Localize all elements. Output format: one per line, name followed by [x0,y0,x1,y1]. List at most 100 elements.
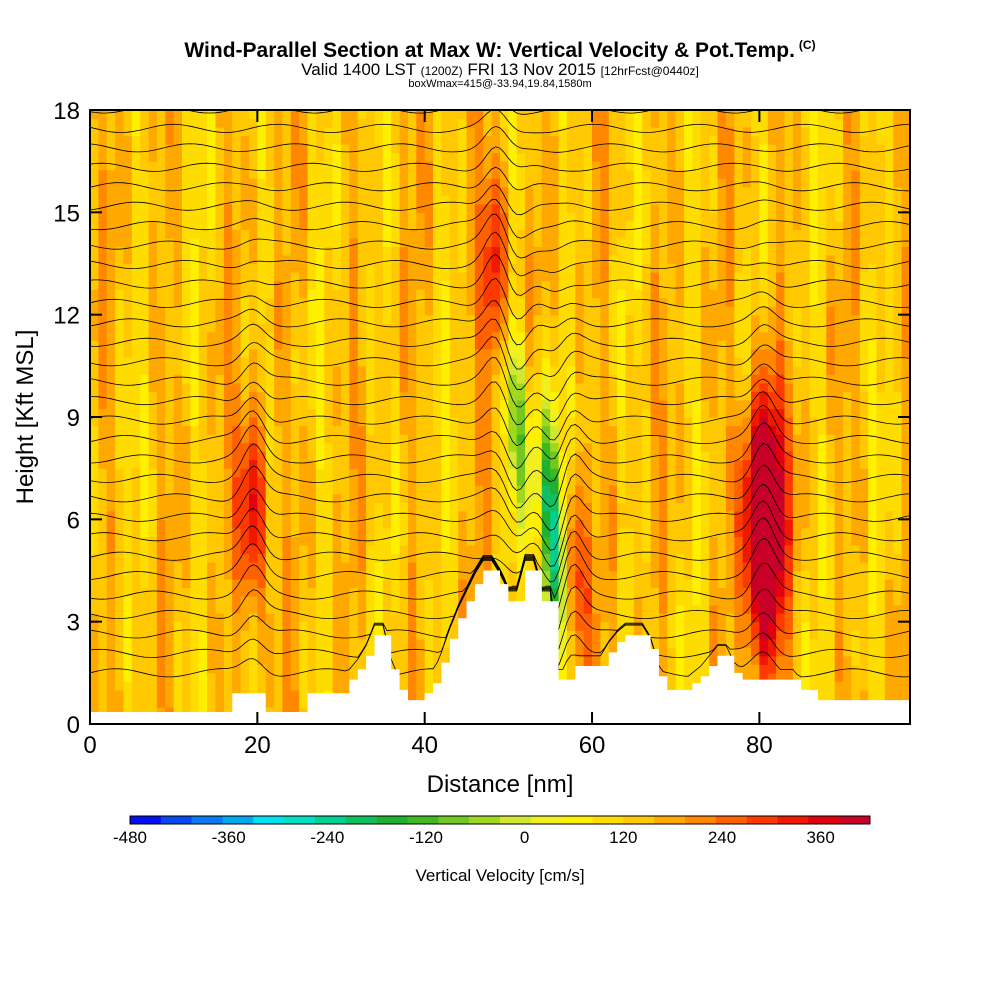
w-cell [274,672,284,682]
w-cell [173,485,183,495]
w-cell [299,544,309,554]
w-cell [274,272,284,282]
w-cell [215,331,225,341]
w-cell [131,220,141,230]
w-cell [131,647,141,657]
w-cell [257,186,267,196]
w-cell [491,127,501,137]
w-cell [399,621,409,631]
w-cell [148,604,158,614]
w-cell [491,348,501,358]
w-cell [207,434,217,444]
w-cell [659,664,668,674]
w-cell [424,510,434,520]
w-cell [156,476,166,486]
w-cell [240,169,250,179]
w-cell [215,374,225,384]
w-cell [583,493,593,503]
w-cell [341,382,350,392]
w-cell [659,195,668,205]
w-cell [625,246,635,256]
w-cell [458,579,468,589]
w-cell [98,280,108,290]
w-cell [249,459,258,469]
w-cell [441,289,451,299]
w-cell [592,655,601,665]
w-cell [357,553,367,563]
w-cell [458,417,468,427]
w-cell [391,289,401,299]
w-cell [483,237,493,247]
w-cell [550,502,560,512]
w-cell [416,391,426,401]
w-cell [282,485,292,495]
w-cell [90,621,99,631]
w-cell [416,340,426,350]
w-cell [633,579,643,589]
w-cell [399,630,409,640]
w-cell [341,220,350,230]
w-cell [525,425,535,435]
w-cell [165,587,175,597]
w-cell [424,579,434,589]
w-cell [633,144,643,154]
w-cell [357,630,367,640]
w-cell [500,451,509,461]
w-cell [566,664,576,674]
w-cell [541,382,551,392]
w-cell [190,579,200,589]
w-cell [399,442,409,452]
w-cell [466,280,476,290]
w-cell [232,399,242,409]
w-cell [449,417,459,427]
w-cell [500,220,509,230]
w-cell [466,493,476,503]
w-cell [198,144,208,154]
w-cell [575,519,585,529]
w-cell [516,289,526,299]
w-cell [257,323,267,333]
w-cell [508,212,518,222]
w-cell [633,587,643,597]
w-cell [416,161,426,171]
w-cell [550,587,560,597]
w-cell [357,664,367,674]
w-cell [148,647,158,657]
w-cell [265,681,275,691]
w-cell [466,314,476,324]
w-cell [525,476,535,486]
w-cell [592,613,601,623]
w-cell [98,340,108,350]
w-cell [575,127,585,137]
w-cell [232,152,242,162]
w-cell [424,417,434,427]
w-cell [341,681,350,691]
w-cell [123,186,133,196]
w-cell [165,553,175,563]
w-cell [550,408,560,418]
w-cell [173,263,183,273]
w-cell [650,468,660,478]
w-cell [240,203,250,213]
w-cell [332,442,342,452]
w-cell [98,579,108,589]
w-cell [449,195,459,205]
w-cell [366,280,376,290]
w-cell [324,255,334,265]
w-cell [541,203,551,213]
w-cell [182,502,191,512]
w-cell [458,340,468,350]
w-cell [98,689,108,699]
w-cell [215,408,225,418]
w-cell [156,297,166,307]
w-cell [541,289,551,299]
w-cell [416,306,426,316]
w-cell [123,544,133,554]
w-cell [500,203,509,213]
w-cell [190,587,200,597]
w-cell [131,169,141,179]
w-cell [307,399,317,409]
w-cell [232,212,242,222]
w-cell [659,562,668,572]
w-cell [416,476,426,486]
